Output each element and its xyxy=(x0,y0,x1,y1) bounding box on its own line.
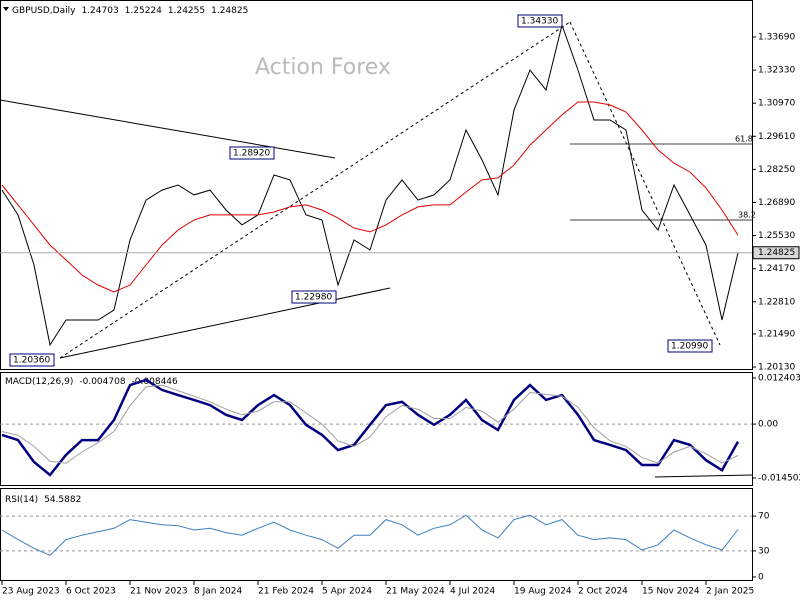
trendline xyxy=(569,21,721,346)
y-tick-label: 1.22810 xyxy=(758,297,795,307)
y-tick-label: 1.20130 xyxy=(758,363,795,373)
x-tick-label: 2 Oct 2024 xyxy=(578,587,628,597)
annotation-box xyxy=(291,290,337,304)
y-tick-label: 1.26890 xyxy=(758,198,795,208)
trendline xyxy=(0,99,336,159)
y-tick-label: 0.012403 xyxy=(758,373,800,383)
price-panel xyxy=(0,0,753,370)
last-price-label: 1.24825 xyxy=(758,248,795,258)
y-tick-label: 1.33690 xyxy=(758,32,795,42)
y-tick-label: 0 xyxy=(758,573,764,583)
last-price-box xyxy=(752,246,800,260)
x-tick-label: 21 Feb 2024 xyxy=(258,587,314,597)
y-tick-label: 1.28250 xyxy=(758,165,795,175)
series-line xyxy=(1,23,739,347)
annotation: 1.28920 xyxy=(233,149,270,159)
fib-label: 38.2 xyxy=(738,211,756,220)
x-tick-label: 2 Jan 2025 xyxy=(706,587,754,597)
rsi-panel xyxy=(0,488,753,581)
header-value: 1.24255 xyxy=(168,6,205,16)
x-tick-label: 8 Jan 2024 xyxy=(194,587,242,597)
panel-header: GBPUSD,Daily 1.24703 1.25224 1.24255 1.24825 xyxy=(12,6,248,16)
header-title: MACD(12,26,9) xyxy=(5,377,73,387)
y-tick-label: 70 xyxy=(758,512,770,522)
y-tick-label: 1.24170 xyxy=(758,264,795,274)
header-value: 1.25224 xyxy=(125,6,162,16)
y-tick-label: 1.30970 xyxy=(758,99,795,109)
header-value: -0.008446 xyxy=(132,377,178,387)
annotation: 1.22980 xyxy=(295,293,332,303)
y-tick-label: 30 xyxy=(758,546,770,556)
x-tick-label: 5 Apr 2024 xyxy=(322,587,372,597)
header-title: RSI(14) xyxy=(5,495,38,505)
annotation: 1.20360 xyxy=(13,356,50,366)
x-tick-label: 23 Aug 2023 xyxy=(2,587,60,597)
x-tick-label: 15 Nov 2024 xyxy=(642,587,700,597)
x-tick-label: 21 May 2024 xyxy=(386,587,445,597)
macd-panel xyxy=(0,372,753,486)
header-value: -0.004708 xyxy=(79,377,125,387)
annotation-box xyxy=(229,146,275,160)
series-line xyxy=(1,101,739,293)
x-tick-label: 6 Oct 2023 xyxy=(66,587,116,597)
panel-header: MACD(12,26,9) -0.004708 -0.008446 xyxy=(5,377,178,387)
watermark: Action Forex xyxy=(255,55,391,80)
panel-header: RSI(14) 54.5882 xyxy=(5,495,81,505)
series-line xyxy=(1,514,739,556)
annotation: 1.20990 xyxy=(671,342,708,352)
annotation-box xyxy=(9,353,55,367)
header-title: GBPUSD,Daily xyxy=(12,6,76,16)
header-value: 1.24825 xyxy=(211,6,248,16)
y-tick-label: 1.25530 xyxy=(758,231,795,241)
x-tick-label: 4 Jul 2024 xyxy=(450,587,495,597)
annotation: 1.34330 xyxy=(521,17,558,27)
menu-arrow xyxy=(3,7,9,11)
fib-label: 61.8 xyxy=(735,135,753,144)
x-tick-label: 19 Aug 2024 xyxy=(514,587,572,597)
y-tick-label: 1.32330 xyxy=(758,66,795,76)
x-tick-label: 21 Nov 2023 xyxy=(130,587,188,597)
y-tick-label: 1.29610 xyxy=(758,132,795,142)
header-value: 1.24703 xyxy=(81,6,118,16)
y-tick-label: 1.21490 xyxy=(758,329,795,339)
trendline xyxy=(654,474,753,478)
series-line xyxy=(1,384,739,464)
y-tick-label: 0.00 xyxy=(758,420,778,430)
header-value: 54.5882 xyxy=(44,495,81,505)
y-tick-label: -0.014502 xyxy=(758,474,800,484)
annotation-box xyxy=(667,339,713,353)
series-line xyxy=(1,378,740,477)
annotation-box xyxy=(517,14,563,28)
